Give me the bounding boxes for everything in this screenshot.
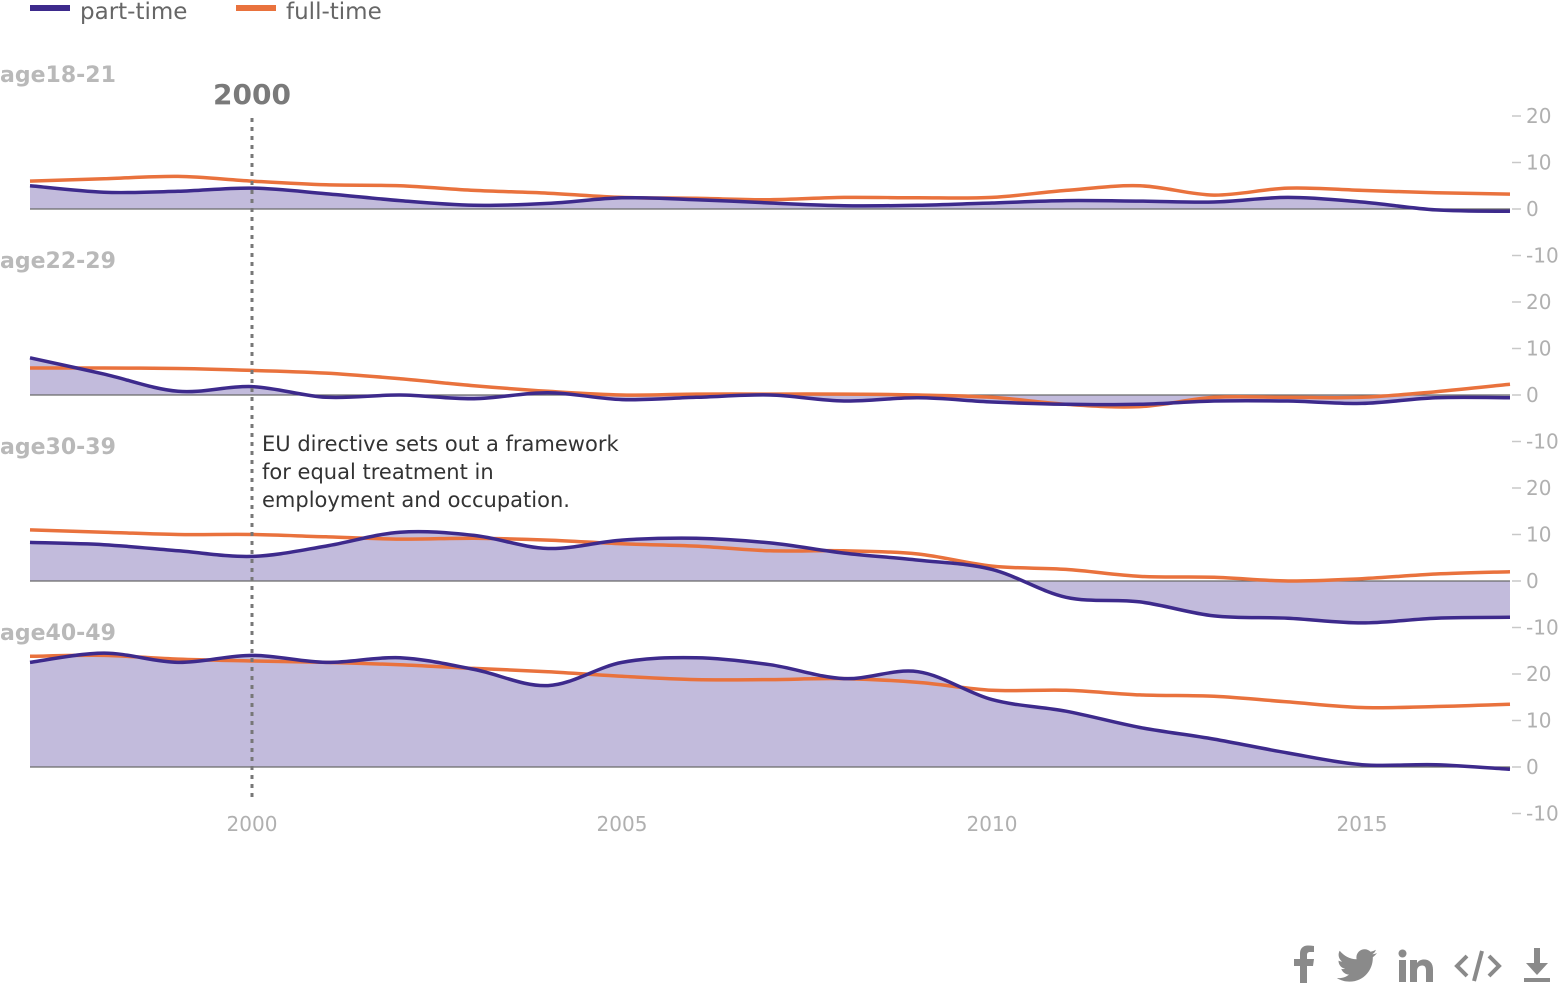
legend: part-time full-time	[30, 0, 382, 25]
y-axis-age18-21: 20 10 0 -10	[1512, 104, 1559, 268]
y-tick-label: 0	[1526, 383, 1539, 407]
legend-item-full-time[interactable]: full-time	[236, 0, 382, 25]
y-tick-label: 20	[1526, 476, 1551, 500]
annotation: EU directive sets out a framework for eq…	[262, 432, 619, 512]
panel-label: age22-29	[0, 249, 116, 274]
panel-label: age18-21	[0, 63, 116, 88]
twitter-icon[interactable]	[1336, 949, 1378, 983]
y-tick-label: -10	[1526, 616, 1559, 640]
series-line-full-time[interactable]	[29, 528, 1511, 583]
series-area-part-time	[30, 357, 1510, 405]
panel-age30-39: age30-39 20 10 0 -10	[0, 435, 1559, 640]
chart-panels: age18-2120100-10age22-2920100-10age30-39…	[0, 63, 1559, 826]
y-axis-age22-29: 20 10 0 -10	[1512, 290, 1559, 454]
series-area-part-time	[30, 531, 1510, 623]
y-axis-age30-39: 20 10 0 -10	[1512, 476, 1559, 640]
year-marker: 2000	[213, 78, 291, 800]
x-tick-label: 2015	[1337, 812, 1388, 836]
y-tick-label: 10	[1526, 523, 1551, 547]
y-tick-label: 10	[1526, 151, 1551, 175]
y-axis-age40-49: 20 10 0 -10	[1512, 662, 1559, 826]
x-tick-label: 2005	[597, 812, 648, 836]
panel-label: age40-49	[0, 621, 116, 646]
series-line-part-time[interactable]	[29, 184, 1511, 214]
x-tick-label: 2000	[227, 812, 278, 836]
download-icon[interactable]	[1522, 947, 1552, 983]
series-line-part-time[interactable]	[29, 529, 1511, 625]
annotation-line-2: for equal treatment in	[262, 460, 494, 484]
panel-label: age30-39	[0, 435, 116, 460]
series-area-part-time	[30, 653, 1510, 770]
y-tick-label: -10	[1526, 802, 1559, 826]
legend-item-part-time[interactable]: part-time	[30, 0, 187, 25]
embed-code-icon[interactable]	[1454, 949, 1502, 983]
series-area-part-time	[30, 185, 1510, 212]
panel-age22-29: age22-29 20 10 0 -10	[0, 249, 1559, 454]
y-tick-label: 10	[1526, 337, 1551, 361]
y-tick-label: 0	[1526, 755, 1539, 779]
share-bar	[1292, 945, 1552, 983]
series-line-part-time[interactable]	[29, 651, 1511, 772]
annotation-line-1: EU directive sets out a framework	[262, 432, 619, 456]
legend-label-full-time: full-time	[286, 0, 382, 25]
panel-age18-21: age18-21 20 10 0 -10	[0, 63, 1559, 268]
facebook-icon[interactable]	[1292, 945, 1316, 983]
year-marker-label: 2000	[213, 78, 291, 111]
legend-label-part-time: part-time	[80, 0, 187, 25]
y-tick-label: 10	[1526, 709, 1551, 733]
y-tick-label: 20	[1526, 104, 1551, 128]
y-tick-label: 0	[1526, 197, 1539, 221]
x-axis: 2000 2005 2010 2015	[227, 812, 1388, 836]
y-tick-label: 20	[1526, 290, 1551, 314]
series-line-full-time[interactable]	[29, 653, 1511, 710]
panel-age40-49: age40-49 20 10 0 -10	[0, 621, 1559, 826]
series-line-full-time[interactable]	[29, 174, 1511, 202]
y-tick-label: -10	[1526, 244, 1559, 268]
y-tick-label: -10	[1526, 430, 1559, 454]
linkedin-icon[interactable]	[1398, 949, 1434, 983]
series-line-part-time[interactable]	[29, 356, 1511, 407]
annotation-line-3: employment and occupation.	[262, 488, 570, 512]
x-tick-label: 2010	[967, 812, 1018, 836]
y-tick-label: 20	[1526, 662, 1551, 686]
y-tick-label: 0	[1526, 569, 1539, 593]
